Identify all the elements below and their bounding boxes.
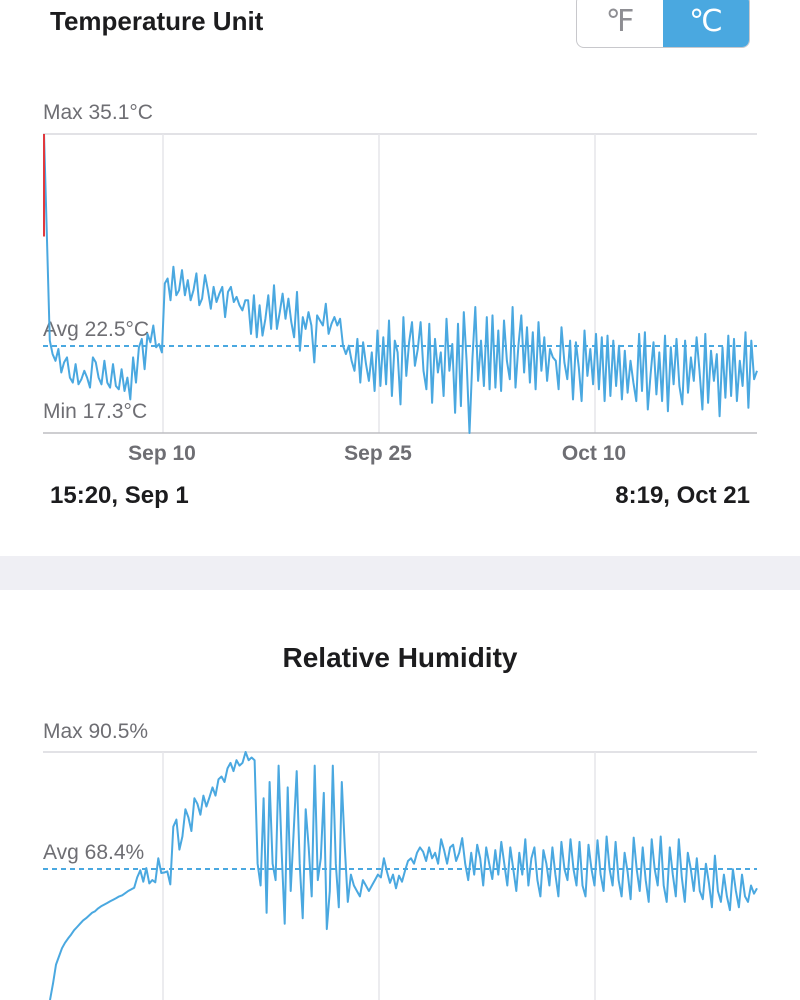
temperature-min-label: Min 17.3°C [43, 400, 147, 423]
humidity-avg-label: Avg 68.4% [43, 841, 144, 864]
fahrenheit-option[interactable]: ℉ [605, 4, 635, 38]
celsius-option[interactable]: ℃ [663, 0, 749, 47]
range-end-label: 8:19, Oct 21 [615, 482, 750, 509]
temperature-unit-title: Temperature Unit [50, 6, 264, 36]
temperature-unit-toggle[interactable]: ℉ ℃ [576, 0, 750, 48]
humidity-series-line [49, 751, 758, 1000]
humidity-chart: Max 90.5% Avg 68.4% [43, 720, 758, 1000]
temperature-chart: Max 35.1°C Avg 22.5°C Min 17.3°C Sep 10 … [43, 101, 758, 465]
temperature-max-label: Max 35.1°C [43, 101, 153, 124]
temperature-series-line [43, 133, 758, 434]
humidity-max-label: Max 90.5% [43, 720, 148, 743]
humidity-title: Relative Humidity [282, 642, 518, 673]
humidity-card: Relative Humidity Max 90.5% Avg 68.4% [0, 590, 800, 1000]
temperature-card: Temperature Unit ℉ ℃ Max 35.1°C Avg 22.5… [43, 0, 758, 509]
range-start-label: 15:20, Sep 1 [50, 482, 189, 509]
temperature-avg-label: Avg 22.5°C [43, 318, 149, 341]
section-divider [0, 556, 800, 590]
x-tick-oct10: Oct 10 [562, 442, 626, 465]
x-tick-sep10: Sep 10 [128, 442, 196, 465]
x-tick-sep25: Sep 25 [344, 442, 412, 465]
